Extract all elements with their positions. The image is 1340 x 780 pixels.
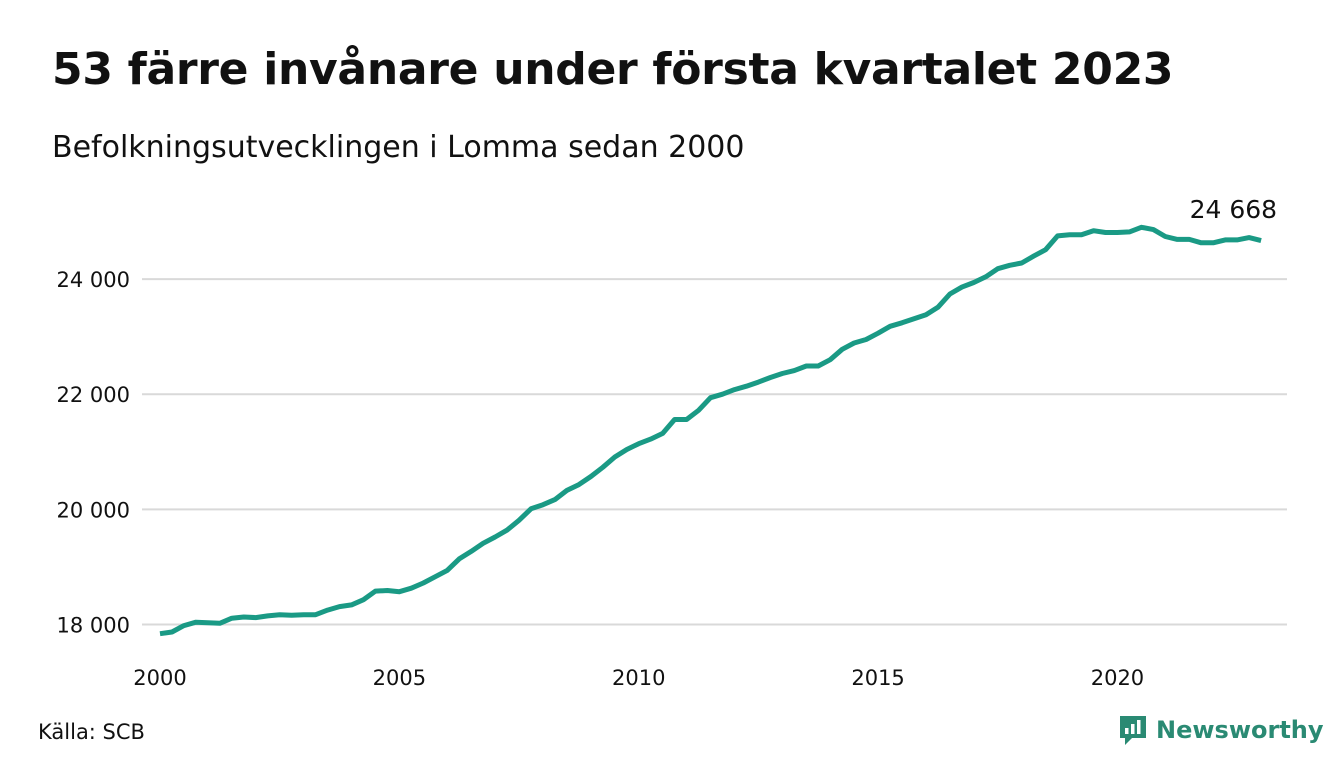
brand-name: Newsworthy (1156, 716, 1324, 744)
y-tick-label: 22 000 (57, 383, 130, 407)
x-tick-label: 2010 (612, 666, 665, 690)
chart-subtitle: Befolkningsutvecklingen i Lomma sedan 20… (52, 130, 745, 165)
source-credit: Källa: SCB (38, 720, 145, 744)
x-tick-label: 2000 (133, 666, 186, 690)
x-tick-label: 2005 (373, 666, 426, 690)
brand-logo[interactable]: Newsworthy (1118, 714, 1324, 746)
series-layer (159, 224, 1262, 637)
x-tick-label: 2015 (851, 666, 904, 690)
grid-lines (142, 278, 1287, 626)
x-axis-labels: 2000 2005 2010 2015 2020 (133, 666, 1144, 690)
y-axis-labels: 18 000 20 000 22 000 24 000 (57, 268, 130, 637)
y-tick-label: 20 000 (57, 498, 130, 522)
newsworthy-icon (1120, 716, 1146, 745)
x-tick-label: 2020 (1091, 666, 1144, 690)
y-tick-label: 24 000 (57, 268, 130, 292)
end-label-layer: 24 668 (1190, 195, 1277, 224)
end-value-label: 24 668 (1190, 195, 1277, 224)
y-tick-label: 18 000 (57, 613, 130, 637)
chart-title: 53 färre invånare under första kvartalet… (52, 44, 1174, 95)
series-line (159, 224, 1262, 637)
